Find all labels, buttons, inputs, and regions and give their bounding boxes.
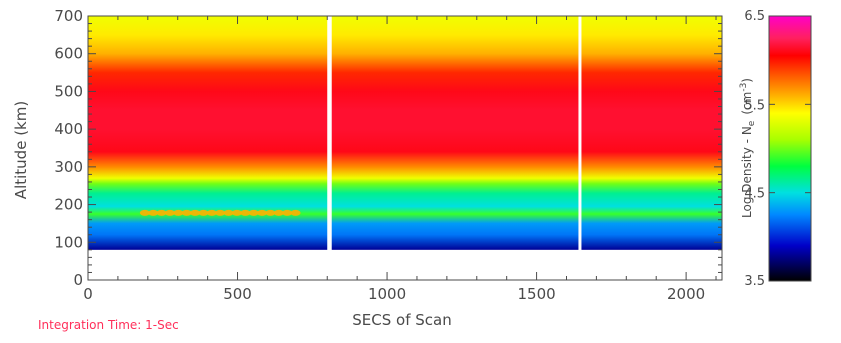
- sporadic-layer-blob: [257, 209, 268, 216]
- sporadic-layer-blob: [181, 209, 192, 216]
- sporadic-layer-blob: [198, 209, 209, 216]
- sporadic-layer-blob: [282, 209, 293, 216]
- y-tick-label: 600: [54, 45, 83, 63]
- sporadic-layer-blob: [139, 209, 150, 216]
- y-axis-label: Altitude (km): [12, 101, 30, 199]
- sporadic-layer-blob: [265, 209, 276, 216]
- data-gap-2: [578, 16, 582, 280]
- sporadic-layer-blob: [231, 209, 242, 216]
- colorbar-label-main: Log Density - N: [740, 126, 754, 218]
- y-tick-label: 300: [54, 158, 83, 176]
- colorbar-gradient: [768, 15, 812, 282]
- sporadic-layer-blob: [240, 209, 251, 216]
- integration-time-annotation: Integration Time: 1-Sec: [38, 318, 179, 332]
- sporadic-layer-blob: [156, 209, 167, 216]
- sporadic-layer-blob: [248, 209, 259, 216]
- y-tick-label: 0: [73, 271, 83, 289]
- colorbar-tick-label: 5.5: [744, 98, 765, 113]
- y-tick-label: 400: [54, 120, 83, 138]
- x-tick-label: 500: [223, 285, 252, 303]
- plot-frame: [87, 15, 723, 281]
- sporadic-layer-blob: [148, 209, 159, 216]
- colorbar-tick-label: 3.5: [744, 274, 765, 289]
- colorbar-tick-label: 6.5: [744, 9, 765, 24]
- colorbar-label-units-sup: -3: [739, 83, 749, 92]
- plot-area: [87, 15, 723, 281]
- y-tick-label: 100: [54, 233, 83, 251]
- x-axis-label: SECS of Scan: [352, 311, 451, 329]
- y-tick-label: 200: [54, 196, 83, 214]
- x-tick-label: 1500: [517, 285, 555, 303]
- sporadic-layer-blob: [290, 209, 301, 216]
- colorbar-label-units: (cm: [740, 92, 754, 115]
- colorbar: 6.5 5.5 4.5 3.5: [744, 9, 812, 289]
- sporadic-layer-blob: [206, 209, 217, 216]
- y-tick-label: 700: [54, 7, 83, 25]
- colorbar-label-units-close: ): [740, 78, 754, 83]
- sporadic-layer-blob: [273, 209, 284, 216]
- colorbar-label: Log Density - Ne (cm-3): [739, 78, 757, 218]
- colorbar-label-subscript: e: [747, 120, 757, 126]
- y-tick-label: 500: [54, 82, 83, 100]
- colorbar-tick-label: 4.5: [744, 187, 765, 202]
- sporadic-layer-blob: [215, 209, 226, 216]
- sporadic-layer-blob: [223, 209, 234, 216]
- axes: 0 500 1000 1500 2000 0 100 200 300 400 500 600 700: [54, 7, 722, 303]
- x-tick-label: 0: [83, 285, 93, 303]
- sporadic-layer-blob: [173, 209, 184, 216]
- sporadic-layer-blob: [164, 209, 175, 216]
- x-tick-label: 1000: [368, 285, 406, 303]
- x-tick-label: 2000: [667, 285, 705, 303]
- sporadic-layer-blob: [190, 209, 201, 216]
- data-gap-1: [327, 16, 332, 280]
